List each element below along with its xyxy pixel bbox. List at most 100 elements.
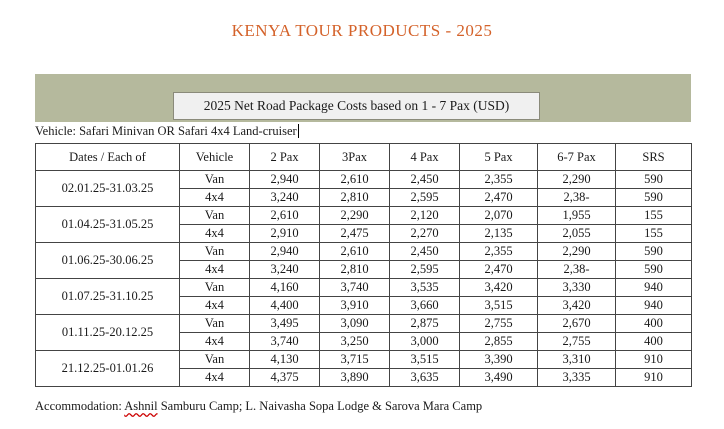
vehicle-cell: Van (179, 242, 250, 261)
col-header-dates: Dates / Each of (35, 143, 180, 171)
subtitle-box: 2025 Net Road Package Costs based on 1 -… (173, 92, 540, 120)
6-7pax-cell: 1,955 (537, 206, 616, 225)
6-7pax-cell: 2,755 (537, 332, 616, 351)
srs-cell: 155 (615, 224, 692, 243)
table-row: 21.12.25-01.01.26 Van 4,130 3,715 3,515 3,390… (35, 350, 692, 387)
rates-table: Dates / Each of Vehicle 2 Pax 3Pax 4 Pax… (35, 143, 692, 387)
3pax-cell: 2,475 (319, 224, 390, 243)
srs-cell: 910 (615, 368, 692, 387)
col-header-3pax: 3Pax (319, 143, 390, 171)
3pax-cell: 3,715 (319, 350, 390, 369)
2pax-cell: 3,740 (249, 332, 320, 351)
accommodation-note: Accommodation: Ashnil Samburu Camp; L. N… (35, 399, 482, 414)
5pax-cell: 3,490 (459, 368, 538, 387)
6-7pax-cell: 2,38- (537, 260, 616, 279)
srs-cell: 155 (615, 206, 692, 225)
date-range-cell: 01.07.25-31.10.25 (35, 278, 180, 315)
5pax-cell: 2,470 (459, 260, 538, 279)
3pax-cell: 2,610 (319, 242, 390, 261)
srs-cell: 590 (615, 188, 692, 207)
2pax-cell: 2,940 (249, 242, 320, 261)
5pax-cell: 2,135 (459, 224, 538, 243)
srs-cell: 590 (615, 242, 692, 261)
2pax-cell: 3,240 (249, 188, 320, 207)
5pax-cell: 2,355 (459, 170, 538, 189)
date-range-cell: 01.11.25-20.12.25 (35, 314, 180, 351)
2pax-cell: 4,400 (249, 296, 320, 315)
date-range-cell: 01.04.25-31.05.25 (35, 206, 180, 243)
4pax-cell: 2,270 (389, 224, 460, 243)
header-row: Dates / Each of Vehicle 2 Pax 3Pax 4 Pax… (35, 143, 692, 171)
date-range-cell: 21.12.25-01.01.26 (35, 350, 180, 387)
5pax-cell: 2,755 (459, 314, 538, 333)
2pax-cell: 3,240 (249, 260, 320, 279)
2pax-cell: 4,130 (249, 350, 320, 369)
4pax-cell: 2,120 (389, 206, 460, 225)
table-row: 4x4 4,400 3,910 3,660 3,515 3,420 940 (36, 296, 692, 315)
srs-cell: 590 (615, 260, 692, 279)
2pax-cell: 2,940 (249, 170, 320, 189)
vehicle-line-text: Vehicle: Safari Minivan OR Safari 4x4 La… (35, 124, 299, 138)
srs-cell: 910 (615, 350, 692, 369)
col-header-srs: SRS (615, 143, 692, 171)
5pax-cell: 3,515 (459, 296, 538, 315)
table-row: 4x4 4,375 3,890 3,635 3,490 3,335 910 (36, 368, 692, 387)
table-row: 4x4 3,240 2,810 2,595 2,470 2,38- 590 (36, 188, 692, 207)
6-7pax-cell: 2,670 (537, 314, 616, 333)
rates-body: 02.01.25-31.03.25 Van 2,940 2,610 2,450 2,355… (35, 170, 692, 387)
date-range-cell: 02.01.25-31.03.25 (35, 170, 180, 207)
4pax-cell: 2,450 (389, 242, 460, 261)
vehicle-cell: Van (179, 170, 250, 189)
4pax-cell: 2,595 (389, 260, 460, 279)
col-header-vehicle: Vehicle (179, 143, 250, 171)
5pax-cell: 2,470 (459, 188, 538, 207)
vehicle-cell: 4x4 (179, 332, 250, 351)
2pax-cell: 4,160 (249, 278, 320, 297)
srs-cell: 400 (615, 314, 692, 333)
srs-cell: 940 (615, 278, 692, 297)
2pax-cell: 3,495 (249, 314, 320, 333)
vehicle-cell: Van (179, 314, 250, 333)
2pax-cell: 4,375 (249, 368, 320, 387)
accommodation-squiggle-word: Ashnil (124, 399, 158, 413)
srs-cell: 940 (615, 296, 692, 315)
vehicle-cell: 4x4 (179, 224, 250, 243)
accommodation-prefix: Accommodation: (35, 399, 125, 413)
6-7pax-cell: 3,420 (537, 296, 616, 315)
4pax-cell: 3,535 (389, 278, 460, 297)
5pax-cell: 3,390 (459, 350, 538, 369)
4pax-cell: 2,450 (389, 170, 460, 189)
vehicle-cell: Van (179, 206, 250, 225)
3pax-cell: 3,910 (319, 296, 390, 315)
col-header-4pax: 4 Pax (389, 143, 460, 171)
4pax-cell: 3,000 (389, 332, 460, 351)
5pax-cell: 2,070 (459, 206, 538, 225)
3pax-cell: 3,090 (319, 314, 390, 333)
vehicle-line[interactable]: Vehicle: Safari Minivan OR Safari 4x4 La… (35, 124, 299, 139)
2pax-cell: 2,910 (249, 224, 320, 243)
vehicle-cell: 4x4 (179, 260, 250, 279)
3pax-cell: 3,740 (319, 278, 390, 297)
3pax-cell: 2,810 (319, 188, 390, 207)
5pax-cell: 2,855 (459, 332, 538, 351)
3pax-cell: 3,890 (319, 368, 390, 387)
3pax-cell: 3,250 (319, 332, 390, 351)
col-header-5pax: 5 Pax (459, 143, 538, 171)
vehicle-cell: 4x4 (179, 188, 250, 207)
srs-cell: 590 (615, 170, 692, 189)
table-row: 01.07.25-31.10.25 Van 4,160 3,740 3,535 3,420… (35, 278, 692, 315)
page-title: KENYA TOUR PRODUCTS - 2025 (231, 21, 493, 40)
5pax-cell: 2,355 (459, 242, 538, 261)
6-7pax-cell: 3,335 (537, 368, 616, 387)
vehicle-cell: Van (179, 350, 250, 369)
date-range-cell: 01.06.25-30.06.25 (35, 242, 180, 279)
4pax-cell: 2,875 (389, 314, 460, 333)
col-header-2pax: 2 Pax (249, 143, 320, 171)
3pax-cell: 2,290 (319, 206, 390, 225)
3pax-cell: 2,810 (319, 260, 390, 279)
accommodation-rest: Samburu Camp; L. Naivasha Sopa Lodge & S… (157, 399, 483, 413)
6-7pax-cell: 3,310 (537, 350, 616, 369)
4pax-cell: 2,595 (389, 188, 460, 207)
6-7pax-cell: 2,055 (537, 224, 616, 243)
srs-cell: 400 (615, 332, 692, 351)
